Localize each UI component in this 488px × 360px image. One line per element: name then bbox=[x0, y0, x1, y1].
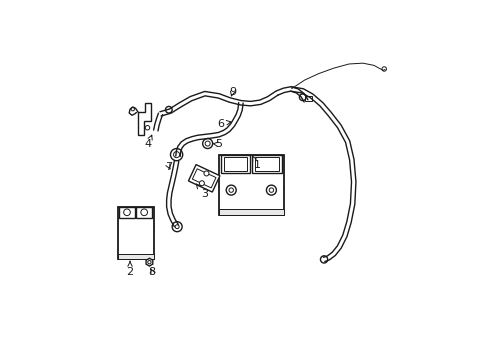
Bar bbox=[136, 207, 152, 218]
Bar bbox=[119, 207, 135, 218]
Text: 5: 5 bbox=[212, 139, 222, 149]
Text: 6: 6 bbox=[217, 118, 230, 129]
Bar bbox=[224, 157, 247, 171]
Text: 7: 7 bbox=[165, 162, 172, 172]
Bar bbox=[252, 156, 281, 174]
Bar bbox=[117, 207, 153, 260]
Circle shape bbox=[199, 181, 204, 186]
Polygon shape bbox=[138, 103, 150, 135]
Bar bbox=[218, 209, 284, 215]
Bar bbox=[304, 96, 311, 100]
Polygon shape bbox=[146, 258, 152, 266]
Circle shape bbox=[203, 171, 208, 176]
Bar bbox=[192, 169, 216, 188]
Text: 1: 1 bbox=[252, 156, 261, 170]
Bar bbox=[188, 165, 220, 192]
Text: 2: 2 bbox=[126, 261, 133, 277]
Text: 3: 3 bbox=[196, 184, 208, 199]
Text: 4: 4 bbox=[144, 135, 152, 149]
Bar bbox=[221, 156, 250, 174]
Bar bbox=[255, 157, 278, 171]
Bar bbox=[117, 255, 153, 260]
Text: 8: 8 bbox=[148, 267, 156, 277]
Text: 9: 9 bbox=[228, 87, 236, 97]
Bar bbox=[218, 156, 284, 215]
